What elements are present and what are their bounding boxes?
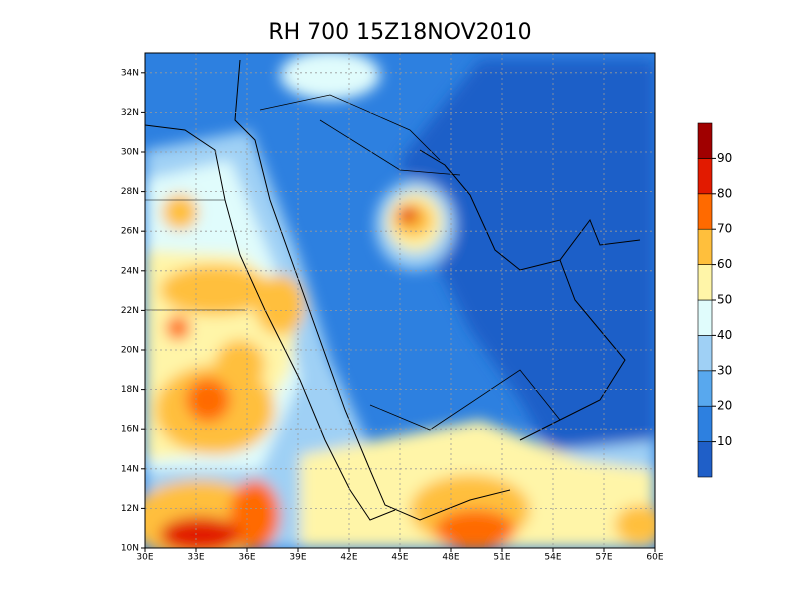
colorbar-box bbox=[697, 441, 713, 478]
colorbar-box bbox=[697, 335, 713, 372]
y-tick-label: 18N bbox=[121, 385, 139, 395]
x-tick-label: 60E bbox=[646, 553, 663, 563]
colorbar-label: 30 bbox=[717, 363, 732, 377]
colorbar-label: 20 bbox=[717, 399, 732, 413]
map-title: RH 700 15Z18NOV2010 bbox=[268, 20, 531, 45]
x-tick-label: 36E bbox=[238, 553, 255, 563]
colorbar-label: 70 bbox=[717, 222, 732, 236]
colorbar-box bbox=[697, 370, 713, 407]
y-tick-label: 30N bbox=[121, 148, 139, 158]
x-tick-label: 33E bbox=[187, 553, 204, 563]
colorbar-box bbox=[697, 158, 713, 195]
y-tick-label: 22N bbox=[121, 306, 139, 316]
plot-frame bbox=[144, 52, 656, 549]
colorbar-label: 60 bbox=[717, 257, 732, 271]
coastlines bbox=[145, 59, 641, 521]
y-tick-label: 24N bbox=[121, 266, 139, 276]
colorbar-box bbox=[697, 193, 713, 230]
x-tick-label: 39E bbox=[289, 553, 306, 563]
x-tick-label: 51E bbox=[493, 553, 510, 563]
colorbar-label: 50 bbox=[717, 293, 732, 307]
x-tick-label: 54E bbox=[544, 553, 561, 563]
y-tick-label: 10N bbox=[121, 544, 139, 554]
colorbar-label: 40 bbox=[717, 328, 732, 342]
graticule: 30E 33E 36E 39E 42E 45E 48E 51E 54E 57E 60E 10N 12N 1… bbox=[121, 53, 664, 563]
colorbar-box bbox=[697, 228, 713, 265]
x-tick-label: 48E bbox=[442, 553, 459, 563]
colorbar-box bbox=[697, 264, 713, 301]
x-tick-label: 42E bbox=[340, 553, 357, 563]
y-tick-label: 28N bbox=[121, 187, 139, 197]
colorbar-label: 10 bbox=[717, 434, 732, 448]
x-tick-label: 57E bbox=[595, 553, 612, 563]
x-tick-label: 30E bbox=[136, 553, 153, 563]
colorbar-label: 90 bbox=[717, 151, 732, 165]
rh-field bbox=[145, 53, 655, 548]
y-tick-label: 16N bbox=[121, 425, 139, 435]
y-tick-label: 20N bbox=[121, 346, 139, 356]
colorbar-box bbox=[697, 122, 713, 159]
y-tick-label: 14N bbox=[121, 464, 139, 474]
colorbar-box bbox=[697, 405, 713, 442]
y-tick-label: 32N bbox=[121, 108, 139, 118]
x-tick-label: 45E bbox=[391, 553, 408, 563]
colorbar: 10 20 30 40 50 60 70 80 90 bbox=[697, 122, 732, 478]
colorbar-label: 80 bbox=[717, 186, 732, 200]
y-tick-label: 12N bbox=[121, 504, 139, 514]
y-tick-label: 26N bbox=[121, 227, 139, 237]
y-tick-label: 34N bbox=[121, 68, 139, 78]
colorbar-box bbox=[697, 299, 713, 336]
